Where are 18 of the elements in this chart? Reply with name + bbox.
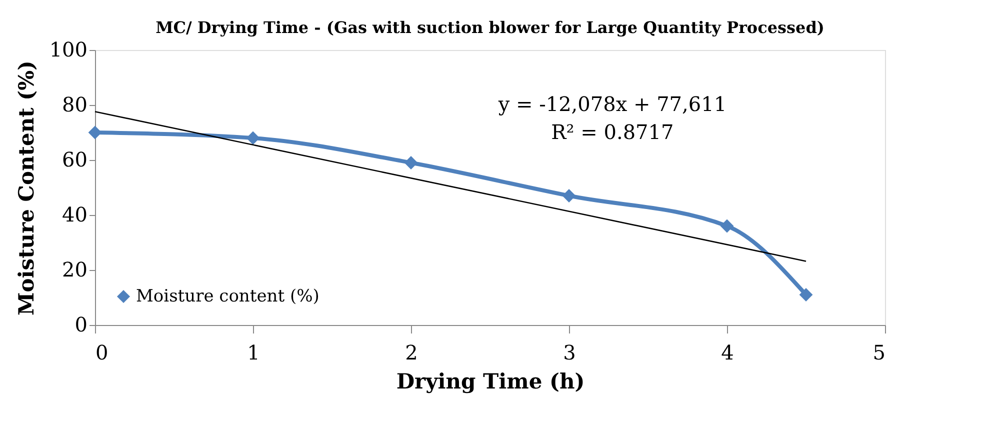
- y-tick-label: 40: [62, 202, 88, 226]
- annotation: y = -12,078x + 77,611: [497, 92, 727, 116]
- y-tick-label: 80: [62, 92, 88, 116]
- y-tick-label: 0: [74, 312, 88, 336]
- legend-label: Moisture content (%): [136, 286, 320, 306]
- x-tick-label: 4: [721, 340, 734, 364]
- y-tick-label: 60: [62, 148, 88, 172]
- x-axis-title: Drying Time (h): [396, 368, 585, 394]
- x-tick-label: 2: [405, 340, 418, 364]
- x-tick-label: 0: [96, 340, 108, 364]
- chart-title: MC/ Drying Time - (Gas with suction blower for Large Quantity Processed): [156, 18, 824, 37]
- y-axis-title: Moisture Content (%): [13, 60, 38, 316]
- annotation: R² = 0.8717: [551, 120, 674, 144]
- y-tick-label: 100: [49, 38, 88, 62]
- x-tick-label: 3: [563, 340, 576, 364]
- y-tick-label: 20: [62, 258, 88, 282]
- x-tick-label: 5: [872, 340, 886, 364]
- x-tick-label: 1: [247, 340, 260, 364]
